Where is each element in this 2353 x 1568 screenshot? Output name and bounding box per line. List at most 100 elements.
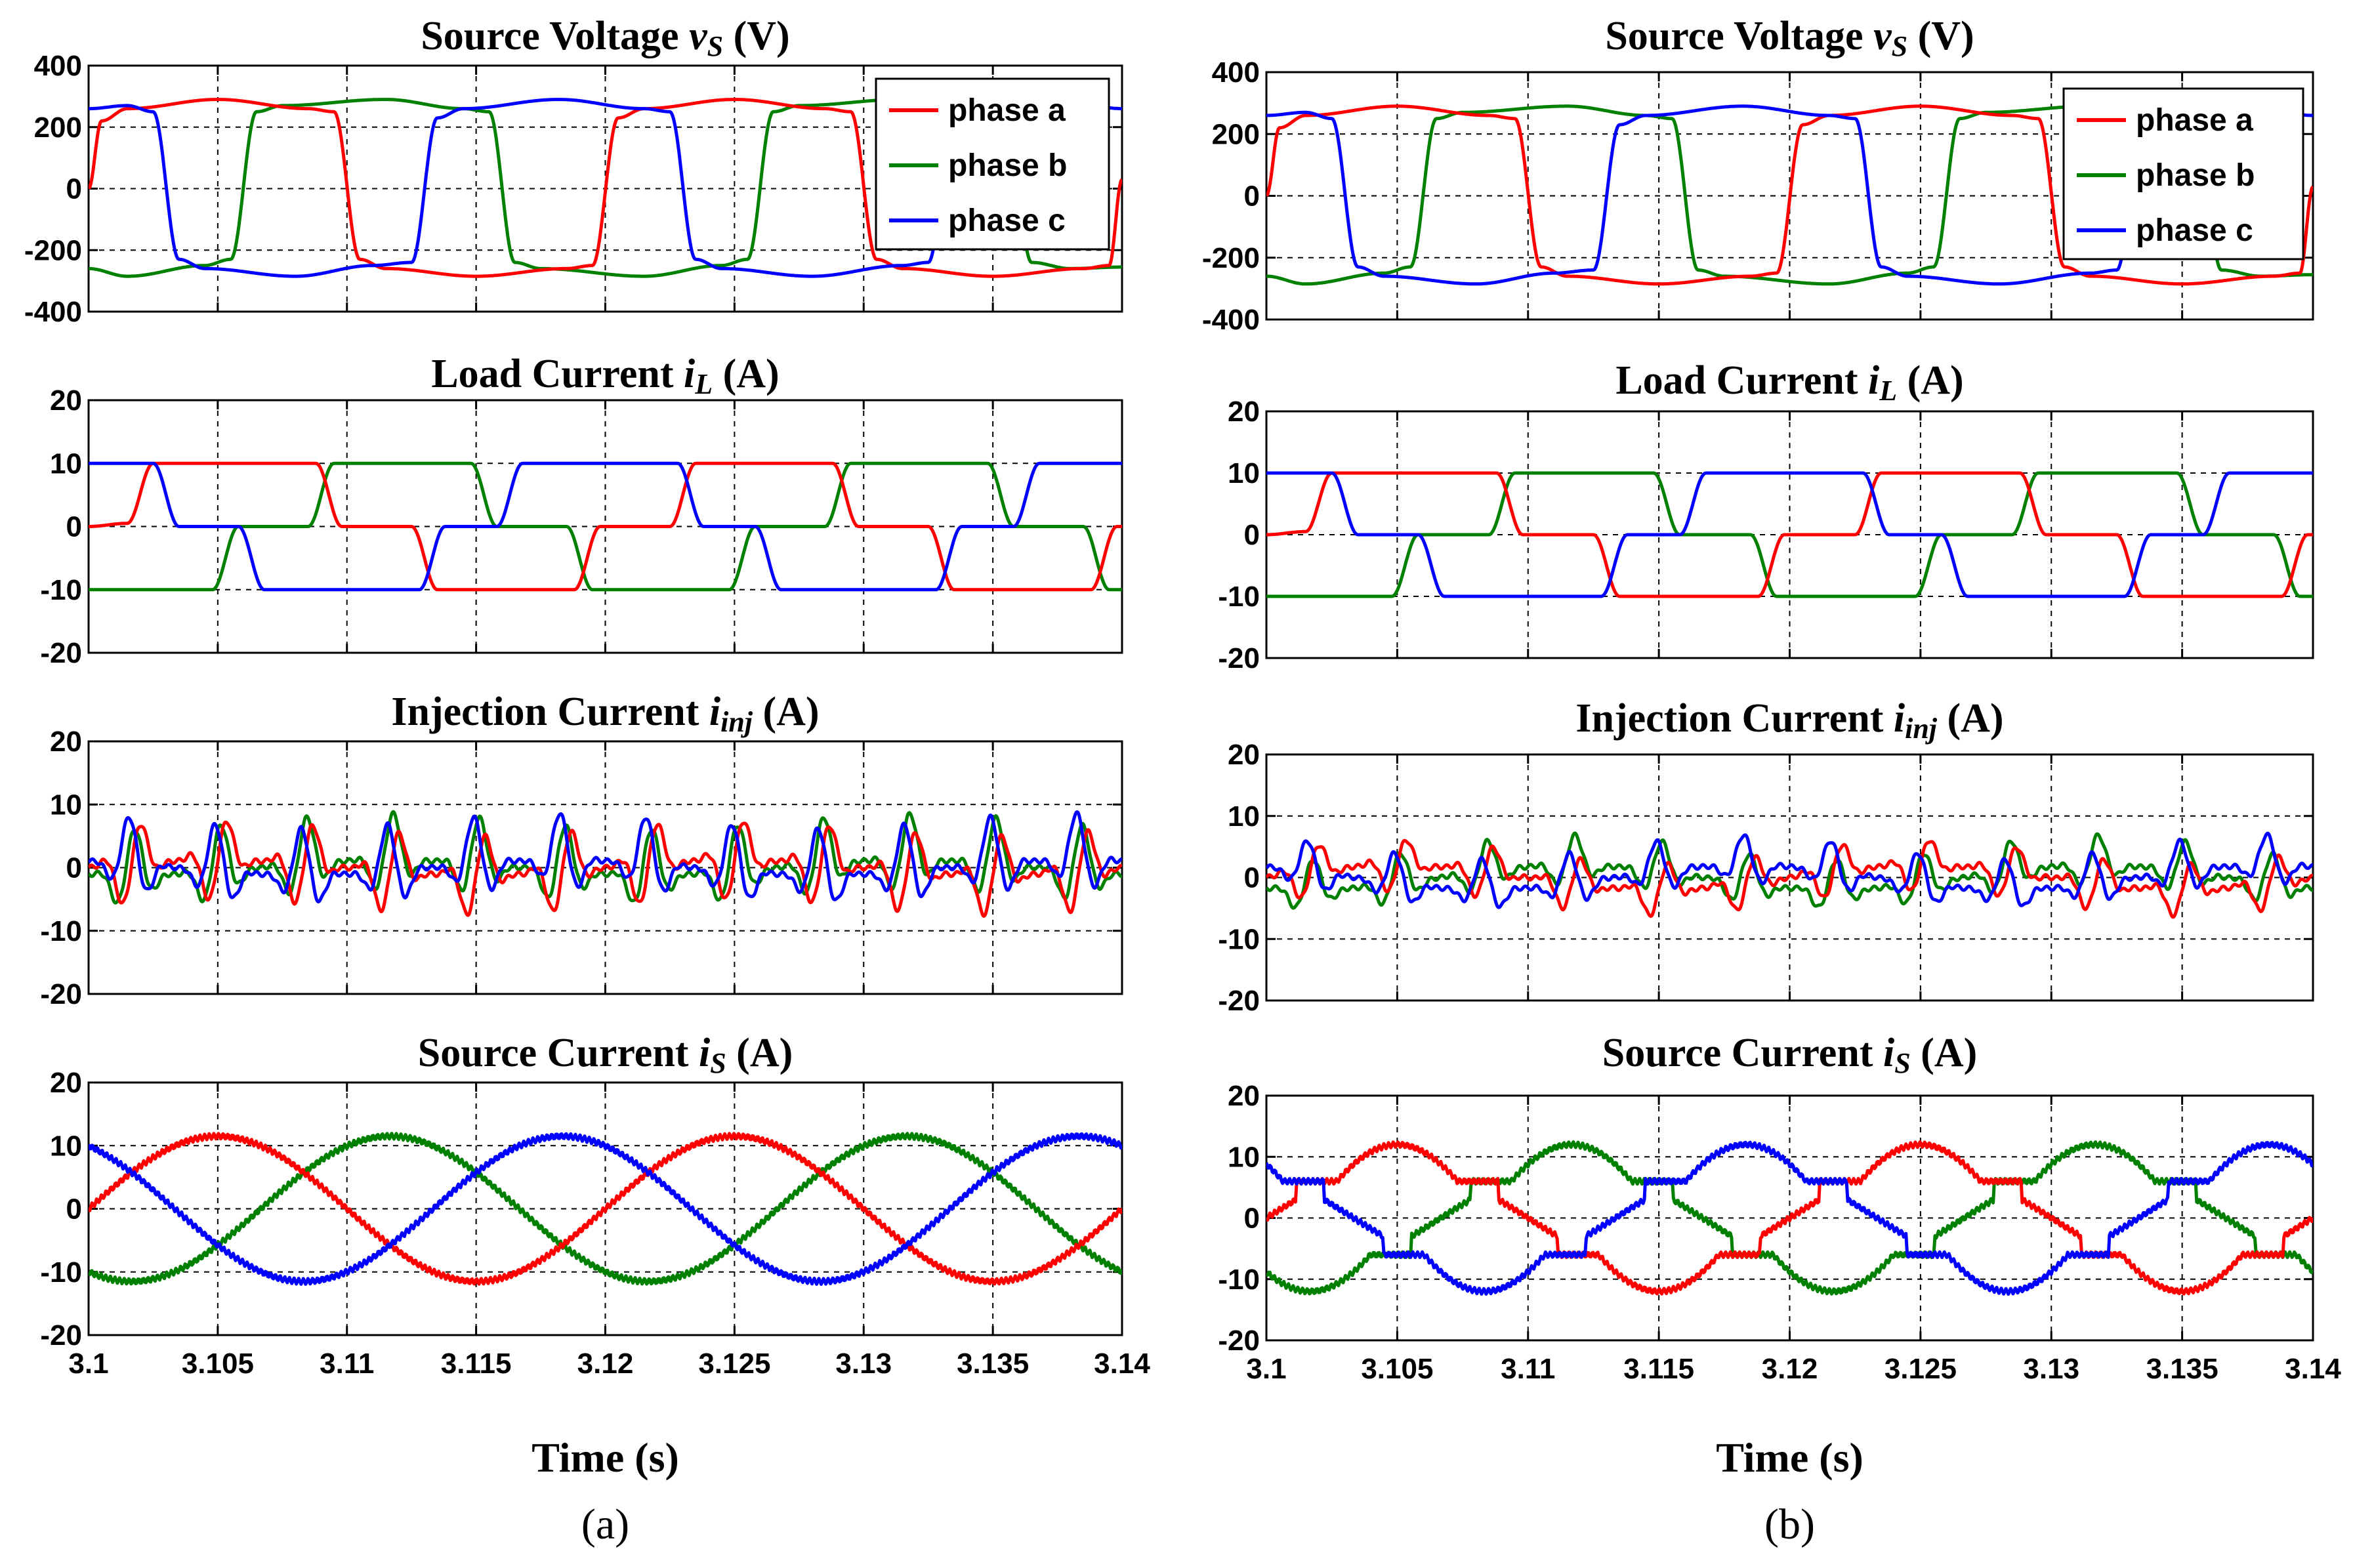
y-tick-label: -10 [40, 574, 82, 606]
x-axis-label: Time (s) [1716, 1434, 1864, 1481]
chart-title: Load Current iL (A) [1615, 358, 1963, 407]
series-line-phase-b [89, 810, 1122, 905]
chart-a-row-1: Source Voltage vS (V) 400 200 0 -200 -400 phas… [24, 14, 1123, 328]
chart-title: Source Current iS (A) [1602, 1031, 1978, 1079]
y-tick-label: -10 [1218, 581, 1260, 613]
y-tick-label: 10 [50, 789, 82, 821]
series-line-phase-a [89, 98, 1122, 278]
x-tick-label: 3.13 [2023, 1353, 2079, 1385]
series-line-phase-a [1266, 104, 2313, 286]
y-tick-label: -20 [40, 637, 82, 669]
y-tick-label: 0 [1244, 519, 1260, 551]
series-line-phase-b [89, 1132, 1122, 1286]
x-axis-label: Time (s) [531, 1434, 679, 1481]
chart-a-row-2: Load Current iL (A) 20 10 0 -10 -20 [40, 352, 1123, 669]
legend-label: phase c [948, 203, 1066, 238]
chart-title-unit: (A) [753, 690, 820, 734]
y-tick-label: -200 [1202, 242, 1260, 274]
x-tick-label: 3.14 [1094, 1348, 1150, 1380]
y-tick-label: -400 [24, 296, 82, 328]
chart-title-main: Load Current [1615, 358, 1868, 403]
chart-title-sub: L [694, 368, 713, 400]
series-line-phase-b [89, 461, 1122, 592]
chart-title-var: v [689, 14, 708, 58]
y-tick-label: -200 [24, 234, 82, 266]
chart-title-unit: (V) [723, 14, 790, 58]
series-line-phase-a [89, 1132, 1122, 1286]
y-tick-label: -10 [1218, 1264, 1260, 1296]
chart-a-row-3: Injection Current iinj (A) 20 10 0 -10 -20 [40, 690, 1123, 1010]
y-tick-label: 0 [66, 173, 82, 205]
legend-label: phase c [2136, 213, 2253, 248]
series-line-phase-c [1266, 471, 2313, 598]
chart-title-var: i [699, 1031, 710, 1075]
x-tick-label: 3.125 [1884, 1353, 1957, 1385]
chart-b-row-2: Load Current iL (A) 20 10 0 -10 -20 [1218, 358, 2314, 674]
chart-title-main: Load Current [431, 352, 684, 396]
y-tick-label: 0 [1244, 862, 1260, 894]
chart-title-sub: S [1892, 30, 1907, 62]
series-line-phase-c [1266, 831, 2313, 909]
chart-title-main: Injection Current [391, 690, 709, 734]
panel-label: (b) [1764, 1500, 1815, 1548]
chart-title-unit: (A) [713, 352, 780, 396]
y-tick-label: -20 [40, 1319, 82, 1351]
chart-a-row-4: Source Current iS (A) 20 10 0 -10 -203.1 3.105… [40, 1031, 1150, 1548]
y-tick-label: -10 [40, 1256, 82, 1289]
y-tick-label: 20 [50, 384, 82, 417]
y-tick-label: 0 [66, 1193, 82, 1226]
chart-title-var: v [1873, 14, 1892, 58]
x-tick-label: 3.11 [1501, 1353, 1555, 1385]
y-tick-label: 20 [1228, 396, 1260, 428]
legend: phase a phase b phase c [2062, 87, 2304, 260]
y-tick-label: -20 [40, 978, 82, 1010]
y-tick-label: 0 [1244, 1203, 1260, 1235]
legend-label: phase b [948, 148, 1067, 183]
chart-title-sub: L [1879, 375, 1897, 407]
x-tick-label: 3.135 [2146, 1353, 2218, 1385]
y-tick-label: 10 [1228, 800, 1260, 833]
y-tick-label: -20 [1218, 985, 1260, 1017]
y-tick-label: 10 [1228, 457, 1260, 489]
y-tick-label: 10 [50, 447, 82, 480]
series-line-phase-c [89, 1132, 1122, 1286]
chart-title-unit: (V) [1907, 14, 1974, 58]
series-line-phase-b [1266, 831, 2313, 910]
y-tick-label: 20 [1228, 739, 1260, 771]
x-tick-label: 3.135 [957, 1348, 1029, 1380]
x-tick-label: 3.11 [320, 1348, 374, 1380]
chart-title-var: i [1868, 358, 1879, 403]
chart-title-sub: S [710, 1047, 726, 1079]
x-tick-label: 3.14 [2285, 1353, 2341, 1385]
chart-title: Source Current iS (A) [418, 1031, 793, 1079]
x-tick-label: 3.1 [68, 1348, 108, 1380]
panel-label: (a) [581, 1500, 629, 1548]
x-tick-label: 3.105 [1361, 1353, 1433, 1385]
chart-title-main: Source Current [1602, 1031, 1883, 1075]
y-tick-label: 0 [1244, 180, 1260, 213]
chart-title: Injection Current iinj (A) [391, 690, 819, 738]
chart-title-sub: S [1894, 1047, 1910, 1079]
y-tick-label: 10 [1228, 1141, 1260, 1173]
legend-label: phase a [948, 93, 1066, 128]
chart-title-sub: S [707, 30, 723, 62]
y-tick-label: -10 [40, 915, 82, 947]
chart-title-main: Source Voltage [1605, 14, 1873, 58]
x-tick-label: 3.1 [1246, 1353, 1286, 1385]
series-line-phase-a [1266, 838, 2313, 919]
y-tick-label: 200 [1212, 118, 1260, 150]
y-tick-label: -20 [1218, 642, 1260, 674]
legend: phase a phase b phase c [875, 77, 1110, 251]
chart-title-main: Injection Current [1575, 696, 1893, 741]
chart-title-var: i [709, 690, 720, 734]
x-tick-label: 3.115 [1623, 1353, 1694, 1385]
y-tick-label: 0 [66, 511, 82, 543]
x-tick-label: 3.105 [182, 1348, 254, 1380]
chart-title-sub: inj [1905, 712, 1938, 745]
chart-title-var: i [684, 352, 695, 396]
series-line-phase-c [1266, 1140, 2313, 1296]
legend-label: phase a [2136, 103, 2253, 138]
chart-title: Source Voltage vS (V) [1605, 14, 1974, 62]
y-tick-label: -400 [1202, 304, 1260, 336]
